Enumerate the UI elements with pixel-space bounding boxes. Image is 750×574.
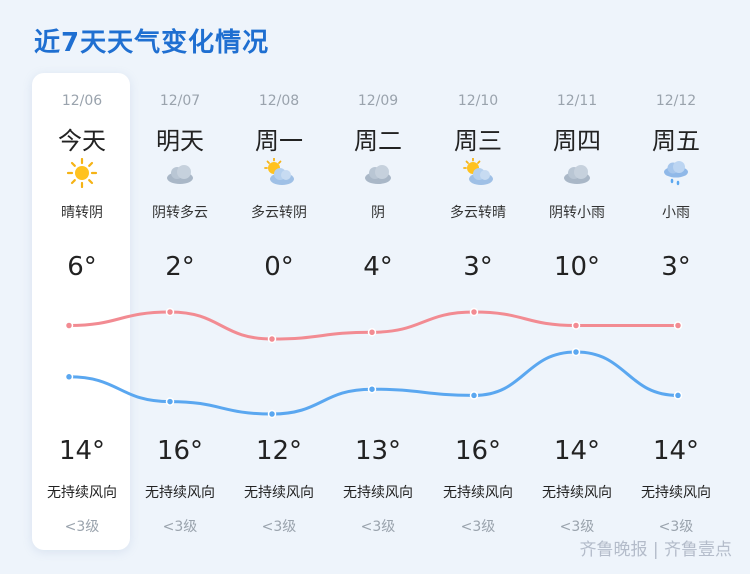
bottom-temperature: 14° [58,436,106,466]
wind-direction: 无持续风向 [343,485,413,501]
condition-label: 多云转阴 [251,205,307,221]
day-column: 12/11 周四阴转小雨 10° 14° 无持续风向 <3级 [527,73,627,550]
wind-direction: 无持续风向 [443,485,513,501]
page-title: 近7天天气变化情况 [34,28,270,58]
day-label: 明天 [156,127,204,155]
high-temperature-point [469,307,479,317]
low-temperature-point [571,347,581,357]
day-column: 12/10 周三多云转晴 3° 16° 无持续风向 <3级 [428,73,528,550]
date-label: 12/12 [655,93,697,109]
wind-level: <3级 [559,519,595,535]
wind-direction: 无持续风向 [641,485,711,501]
bottom-temperature: 14° [553,436,601,466]
date-label: 12/08 [258,93,300,109]
light-rain-icon [659,158,693,188]
low-temperature-point [367,384,377,394]
high-temperature-point [165,307,175,317]
partly-cloudy-icon [262,157,296,188]
wind-level: <3级 [460,519,496,535]
date-label: 12/10 [457,93,499,109]
high-temperature-point [571,321,581,330]
top-temperature: 0° [264,252,294,282]
wind-direction: 无持续风向 [47,485,117,501]
wind-direction: 无持续风向 [542,485,612,501]
high-temperature-point [673,321,683,330]
date-label: 12/09 [357,93,399,109]
high-temperature-point [367,328,377,337]
bottom-temperature: 16° [454,436,502,466]
bottom-temperature: 12° [255,436,303,466]
condition-label: 阴转多云 [152,205,208,221]
wind-level: <3级 [658,519,694,535]
low-temperature-point [64,372,74,382]
top-temperature: 2° [165,252,195,282]
low-temperature-point [469,391,479,400]
day-label: 周三 [454,127,502,155]
day-column: 12/08 周一多云转阴 0° 12° 无持续风向 <3级 [229,73,329,550]
watermark: 齐鲁晚报 | 齐鲁壹点 [579,540,732,560]
day-column: 12/12 周五小雨 3° 14° 无持续风向 <3级 [626,73,726,550]
day-label: 周四 [553,127,601,155]
day-label: 周一 [255,127,303,155]
low-temperature-point [165,397,175,406]
high-temperature-point [267,334,277,344]
top-temperature: 10° [553,252,601,282]
day-label: 周五 [652,127,700,155]
high-temperature-point [64,321,74,330]
top-temperature: 3° [463,252,493,282]
wind-direction: 无持续风向 [244,485,314,501]
day-column: 12/09 周二阴 4° 13° 无持续风向 <3级 [328,73,428,550]
top-temperature: 6° [67,252,97,282]
wind-level: <3级 [162,519,198,535]
condition-label: 小雨 [662,205,690,221]
cloud-icon [163,158,197,188]
condition-label: 多云转晴 [450,205,506,221]
top-temperature: 4° [363,252,393,282]
bottom-temperature: 13° [354,436,402,466]
wind-direction: 无持续风向 [145,485,215,501]
day-column: 12/06 今天晴转阴 6° 14° 无持续风向 <3级 [32,73,132,550]
low-temperature-point [267,409,277,419]
condition-label: 阴转小雨 [549,205,605,221]
sun-icon [65,157,99,189]
low-temperature-line [68,350,679,416]
condition-label: 晴转阴 [61,205,103,221]
top-temperature: 3° [661,252,691,282]
wind-level: <3级 [360,519,396,535]
condition-label: 阴 [371,205,385,221]
bottom-temperature: 14° [652,436,700,466]
day-column: 12/07 明天阴转多云 2° 16° 无持续风向 <3级 [130,73,230,550]
today-highlight-card [32,73,130,550]
date-label: 12/07 [159,93,201,109]
cloud-icon [560,158,594,188]
wind-level: <3级 [64,519,100,535]
bottom-temperature: 16° [156,436,204,466]
day-label: 周二 [354,127,402,155]
cloud-icon [361,158,395,188]
wind-level: <3级 [261,519,297,535]
date-label: 12/06 [61,93,103,109]
date-label: 12/11 [556,93,598,109]
partly-cloudy-icon [461,157,495,188]
low-temperature-point [673,391,683,400]
day-label: 今天 [58,127,106,155]
